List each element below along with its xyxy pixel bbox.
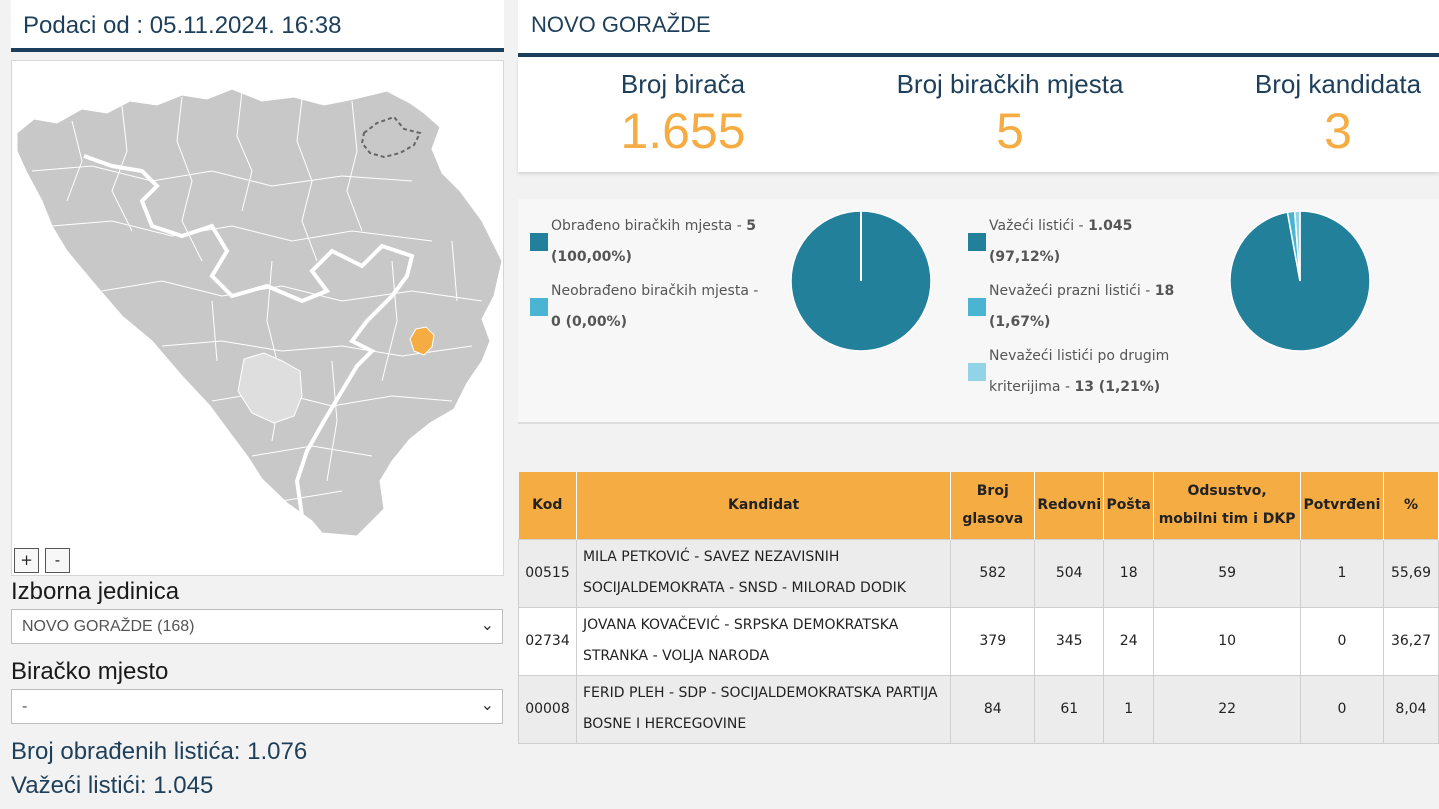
- col-kandidat[interactable]: Kandidat: [576, 472, 952, 539]
- cell-kandidat: FERID PLEH - SDP - SOCIJALDEMOKRATSKA PA…: [575, 674, 952, 744]
- pie-chart-listici[interactable]: [1229, 210, 1371, 352]
- kpi-biracka-mjesta: Broj biračkih mjesta 5: [880, 69, 1140, 158]
- chevron-down-icon: ⌄: [480, 695, 494, 714]
- legend-percent: (100,00%): [551, 249, 632, 265]
- pie-slice[interactable]: [1293, 210, 1301, 282]
- kpi-label: Broj biračkih mjesta: [896, 69, 1124, 99]
- cell-redovni: 504: [1034, 538, 1105, 608]
- chevron-down-icon: ⌄: [480, 615, 494, 634]
- legend-percent: (1,67%): [989, 314, 1051, 330]
- kpi-label: Broj birača: [620, 69, 746, 99]
- table-header-row: Kod Kandidat Broj glasova Redovni Pošta …: [518, 472, 1439, 539]
- legend-obradjeno: Obrađeno biračkih mjesta - 5 (100,00%): [551, 211, 766, 273]
- legend-swatch: [968, 298, 986, 316]
- novo-gorazde-highlight[interactable]: [409, 326, 435, 356]
- col-redovni[interactable]: Redovni: [1034, 472, 1105, 539]
- pie-chart-biracka-mjesta[interactable]: [790, 210, 932, 352]
- zoom-in-button[interactable]: +: [14, 548, 39, 573]
- biracko-mjesto-label: Biračko mjesto: [11, 658, 169, 685]
- cell-kandidat: JOVANA KOVAČEVIĆ - SRPSKA DEMOKRATSKA ST…: [575, 606, 952, 676]
- cell-odsustvo: 10: [1153, 606, 1301, 676]
- table-row[interactable]: 02734 JOVANA KOVAČEVIĆ - SRPSKA DEMOKRAT…: [518, 606, 1439, 676]
- country-shape[interactable]: [16, 88, 503, 537]
- cell-glasova: 84: [950, 674, 1036, 744]
- region-title: NOVO GORAŽDE: [518, 0, 1439, 57]
- cell-redovni: 345: [1034, 606, 1105, 676]
- cell-procenat: 36,27: [1382, 606, 1439, 676]
- legend-text: kriterijima -: [989, 379, 1075, 395]
- cell-posta: 18: [1103, 538, 1155, 608]
- table-row[interactable]: 00515 MILA PETKOVIĆ - SAVEZ NEZAVISNIH S…: [518, 538, 1439, 608]
- legend-value: 5: [746, 218, 756, 234]
- biracko-mjesto-select[interactable]: - ⌄: [11, 689, 503, 724]
- kpi-value: 5: [996, 103, 1024, 159]
- kpi-row: Broj birača 1.655 Broj biračkih mjesta 5…: [518, 57, 1439, 172]
- col-potvrdjeni[interactable]: Potvrđeni: [1300, 472, 1384, 539]
- legend-value: 1.045: [1088, 218, 1133, 234]
- legend-vazeci: Važeći listići - 1.045 (97,12%): [989, 211, 1219, 273]
- cell-kod: 02734: [518, 606, 577, 676]
- legend-text: Obrađeno biračkih mjesta -: [551, 218, 747, 234]
- table-row[interactable]: 00008 FERID PLEH - SDP - SOCIJALDEMOKRAT…: [518, 674, 1439, 744]
- legend-text: Važeći listići -: [989, 218, 1089, 234]
- cell-odsustvo: 22: [1153, 674, 1301, 744]
- right-panel: NOVO GORAŽDE Broj birača 1.655 Broj bira…: [518, 0, 1439, 744]
- vazeci-listici: Važeći listići: 1.045: [11, 772, 214, 799]
- brcko-district[interactable]: [360, 115, 422, 159]
- col-odsustvo[interactable]: Odsustvo, mobilni tim i DKP: [1153, 472, 1301, 539]
- data-timestamp: Podaci od : 05.11.2024. 16:38: [11, 0, 504, 52]
- legend-text: Nevažeći prazni listići -: [989, 283, 1155, 299]
- zoom-out-button[interactable]: -: [45, 548, 70, 573]
- izborna-jedinica-value: NOVO GORAŽDE (168): [22, 618, 195, 635]
- pie-section: Obrađeno biračkih mjesta - 5 (100,00%) N…: [518, 199, 1439, 424]
- cell-procenat: 8,04: [1382, 674, 1439, 744]
- cell-procenat: 55,69: [1382, 538, 1439, 608]
- cell-odsustvo: 59: [1153, 538, 1301, 608]
- cell-redovni: 61: [1034, 674, 1105, 744]
- col-broj-glasova[interactable]: Broj glasova: [950, 472, 1036, 539]
- legend-text: Neobrađeno biračkih mjesta -: [551, 283, 759, 299]
- legend-percent: 0 (0,00%): [551, 314, 627, 330]
- legend-neobradjeno: Neobrađeno biračkih mjesta - 0 (0,00%): [551, 276, 766, 338]
- col-posta[interactable]: Pošta: [1103, 472, 1155, 539]
- map[interactable]: + -: [11, 60, 504, 576]
- legend-swatch: [968, 363, 986, 381]
- legend-swatch: [968, 233, 986, 251]
- cell-potvrdjeni: 1: [1300, 538, 1384, 608]
- entity-line: [83, 154, 415, 533]
- kpi-label: Broj kandidata: [1254, 69, 1422, 99]
- izborna-jedinica-select[interactable]: NOVO GORAŽDE (168) ⌄: [11, 609, 503, 644]
- biracko-mjesto-value: -: [22, 698, 28, 715]
- legend-percent: 13 (1,21%): [1074, 379, 1161, 395]
- results-table: Kod Kandidat Broj glasova Redovni Pošta …: [518, 472, 1439, 744]
- legend-prazni: Nevažeći prazni listići - 18 (1,67%): [989, 276, 1219, 338]
- obradjenih-listica: Broj obrađenih listića: 1.076: [11, 738, 308, 765]
- kpi-birači: Broj birača 1.655: [578, 69, 788, 158]
- cell-kod: 00008: [518, 674, 577, 744]
- cell-posta: 1: [1103, 674, 1155, 744]
- cell-glasova: 379: [950, 606, 1036, 676]
- zoom-controls: + -: [14, 548, 70, 573]
- izborna-jedinica-label: Izborna jedinica: [11, 578, 180, 605]
- legend-text: Nevažeći listići po drugim: [989, 348, 1170, 364]
- light-region[interactable]: [237, 352, 303, 424]
- col-procenat[interactable]: %: [1383, 472, 1439, 539]
- kpi-kandidati: Broj kandidata 3: [1238, 69, 1438, 158]
- cell-kod: 00515: [518, 538, 577, 608]
- legend-percent: (97,12%): [989, 249, 1061, 265]
- legend-swatch: [530, 233, 548, 251]
- legend-value: 18: [1154, 283, 1175, 299]
- cell-potvrdjeni: 0: [1300, 674, 1384, 744]
- bih-map[interactable]: [12, 61, 503, 575]
- legend-swatch: [530, 298, 548, 316]
- cell-posta: 24: [1103, 606, 1155, 676]
- col-kod[interactable]: Kod: [518, 472, 577, 539]
- cell-kandidat: MILA PETKOVIĆ - SAVEZ NEZAVISNIH SOCIJAL…: [575, 538, 952, 608]
- legend-drugi-kriteriji: Nevažeći listići po drugim kriterijima -…: [989, 341, 1219, 403]
- kpi-value: 3: [1324, 103, 1352, 159]
- kpi-value: 1.655: [620, 103, 746, 159]
- cell-potvrdjeni: 0: [1300, 606, 1384, 676]
- cell-glasova: 582: [950, 538, 1036, 608]
- left-panel: Podaci od : 05.11.2024. 16:38: [11, 0, 504, 799]
